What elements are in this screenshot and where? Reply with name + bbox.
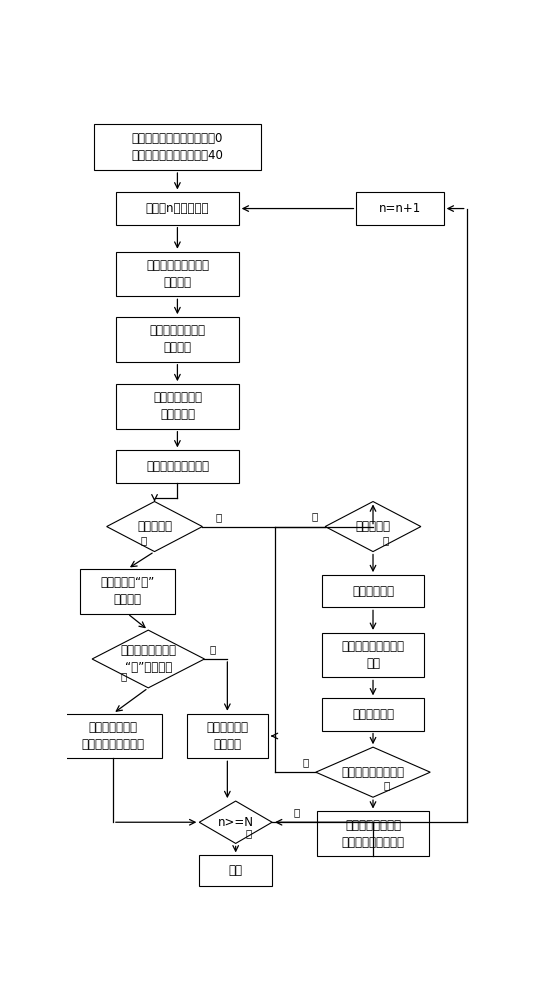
Text: 根据信号灯位置
调整目标区域的位置: 根据信号灯位置 调整目标区域的位置 [82,721,144,751]
Text: 否: 否 [216,512,222,522]
Text: 扩展目标区域形成
约束区域: 扩展目标区域形成 约束区域 [149,324,206,354]
Text: 是: 是 [141,535,147,545]
Text: 是否检测到黑色框架: 是否检测到黑色框架 [342,766,404,779]
Text: 否: 否 [311,512,318,522]
Polygon shape [325,502,421,552]
Text: 设定白天统计量，初始値为0
设定动态阈値，初始値为40: 设定白天统计量，初始値为0 设定动态阈値，初始値为40 [132,132,223,162]
FancyBboxPatch shape [357,192,444,225]
FancyBboxPatch shape [79,569,175,614]
FancyBboxPatch shape [317,811,429,856]
Text: 是否为白天: 是否为白天 [355,520,390,533]
Text: 是: 是 [382,535,389,545]
Text: 否: 否 [294,807,300,817]
Text: n>=N: n>=N [217,816,253,829]
Text: 根据动态阈値重新二
値化: 根据动态阈値重新二 値化 [342,640,404,670]
FancyBboxPatch shape [199,855,272,886]
Text: 是否为夜晒: 是否为夜晒 [137,520,172,533]
Text: 更新动态阈値: 更新动态阈値 [352,585,394,598]
Polygon shape [199,801,272,843]
Polygon shape [107,502,202,552]
Text: 是: 是 [120,671,126,681]
Text: 获得交通灯目标所在
目标区域: 获得交通灯目标所在 目标区域 [146,259,209,289]
FancyBboxPatch shape [94,124,260,170]
Text: 否: 否 [209,644,216,654]
FancyBboxPatch shape [116,192,239,225]
Polygon shape [316,747,430,797]
Text: 保持目标区域
位置不变: 保持目标区域 位置不变 [206,721,248,751]
FancyBboxPatch shape [116,252,239,296]
Text: 根据黑色框架位置
调整目标区域的位置: 根据黑色框架位置 调整目标区域的位置 [342,819,404,849]
FancyBboxPatch shape [322,633,424,677]
Text: 结束: 结束 [229,864,243,877]
Text: n=n+1: n=n+1 [379,202,421,215]
Text: 获取第n帧路口图像: 获取第n帧路口图像 [146,202,209,215]
Text: 是: 是 [383,781,389,791]
Text: 是: 是 [245,828,251,838]
Text: 检测状态为“亮”
的信号灯: 检测状态为“亮” 的信号灯 [100,576,155,606]
FancyBboxPatch shape [116,317,239,362]
Text: 否: 否 [302,757,309,767]
FancyBboxPatch shape [64,714,162,758]
Text: 获得约束区域的
二値化图像: 获得约束区域的 二値化图像 [153,391,202,421]
Text: 是否检测到状态为
“亮”的信号灯: 是否检测到状态为 “亮”的信号灯 [120,644,176,674]
Text: 黑色框架检测: 黑色框架检测 [352,708,394,721]
Polygon shape [92,630,205,688]
FancyBboxPatch shape [116,450,239,483]
Text: 二値化图像特征提取: 二値化图像特征提取 [146,460,209,473]
FancyBboxPatch shape [116,384,239,429]
FancyBboxPatch shape [322,698,424,731]
FancyBboxPatch shape [322,575,424,607]
FancyBboxPatch shape [187,714,268,758]
